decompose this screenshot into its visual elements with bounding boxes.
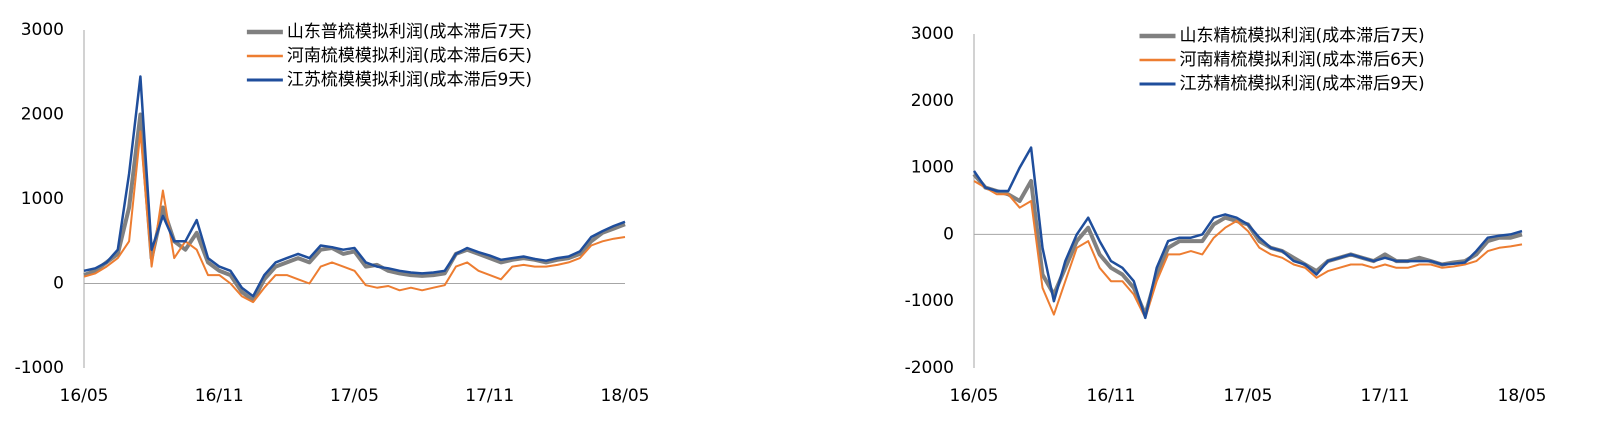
x-tick-label: 18/05: [601, 386, 650, 406]
y-tick-label: 1000: [911, 158, 954, 178]
series-line: [972, 146, 1523, 320]
legend-label: 山东普梳模拟利润(成本滞后7天): [287, 22, 532, 42]
y-tick-label: -1000: [15, 358, 64, 378]
x-tick-label: 16/05: [60, 386, 109, 406]
legend-label: 江苏梳模模拟利润(成本滞后9天): [287, 70, 532, 90]
y-tick-label: 0: [53, 274, 64, 294]
y-tick-label: 3000: [21, 20, 64, 40]
x-tick-label: 18/05: [1498, 386, 1547, 406]
x-tick-label: 17/05: [330, 386, 379, 406]
legend-label: 山东精梳模拟利润(成本滞后7天): [1180, 26, 1425, 46]
legend-label: 河南梳模模拟利润(成本滞后6天): [287, 46, 532, 66]
y-tick-label: 2000: [21, 105, 64, 125]
legend-label: 河南精梳模拟利润(成本滞后6天): [1180, 50, 1425, 70]
series-line: [973, 180, 1523, 319]
x-tick-label: 16/11: [195, 386, 244, 406]
series-line: [83, 75, 626, 298]
y-tick-label: 3000: [911, 24, 954, 44]
y-tick-label: 1000: [21, 189, 64, 209]
x-tick-label: 17/11: [1361, 386, 1410, 406]
x-tick-label: 17/11: [465, 386, 514, 406]
y-tick-label: -2000: [905, 358, 954, 378]
legend-label: 江苏精梳模拟利润(成本滞后9天): [1180, 74, 1425, 94]
x-tick-label: 16/11: [1087, 386, 1136, 406]
y-tick-label: 0: [943, 224, 954, 244]
y-tick-label: -1000: [905, 291, 954, 311]
y-tick-label: 2000: [911, 91, 954, 111]
x-tick-label: 16/05: [950, 386, 999, 406]
series-line: [83, 130, 626, 304]
x-tick-label: 17/05: [1224, 386, 1273, 406]
